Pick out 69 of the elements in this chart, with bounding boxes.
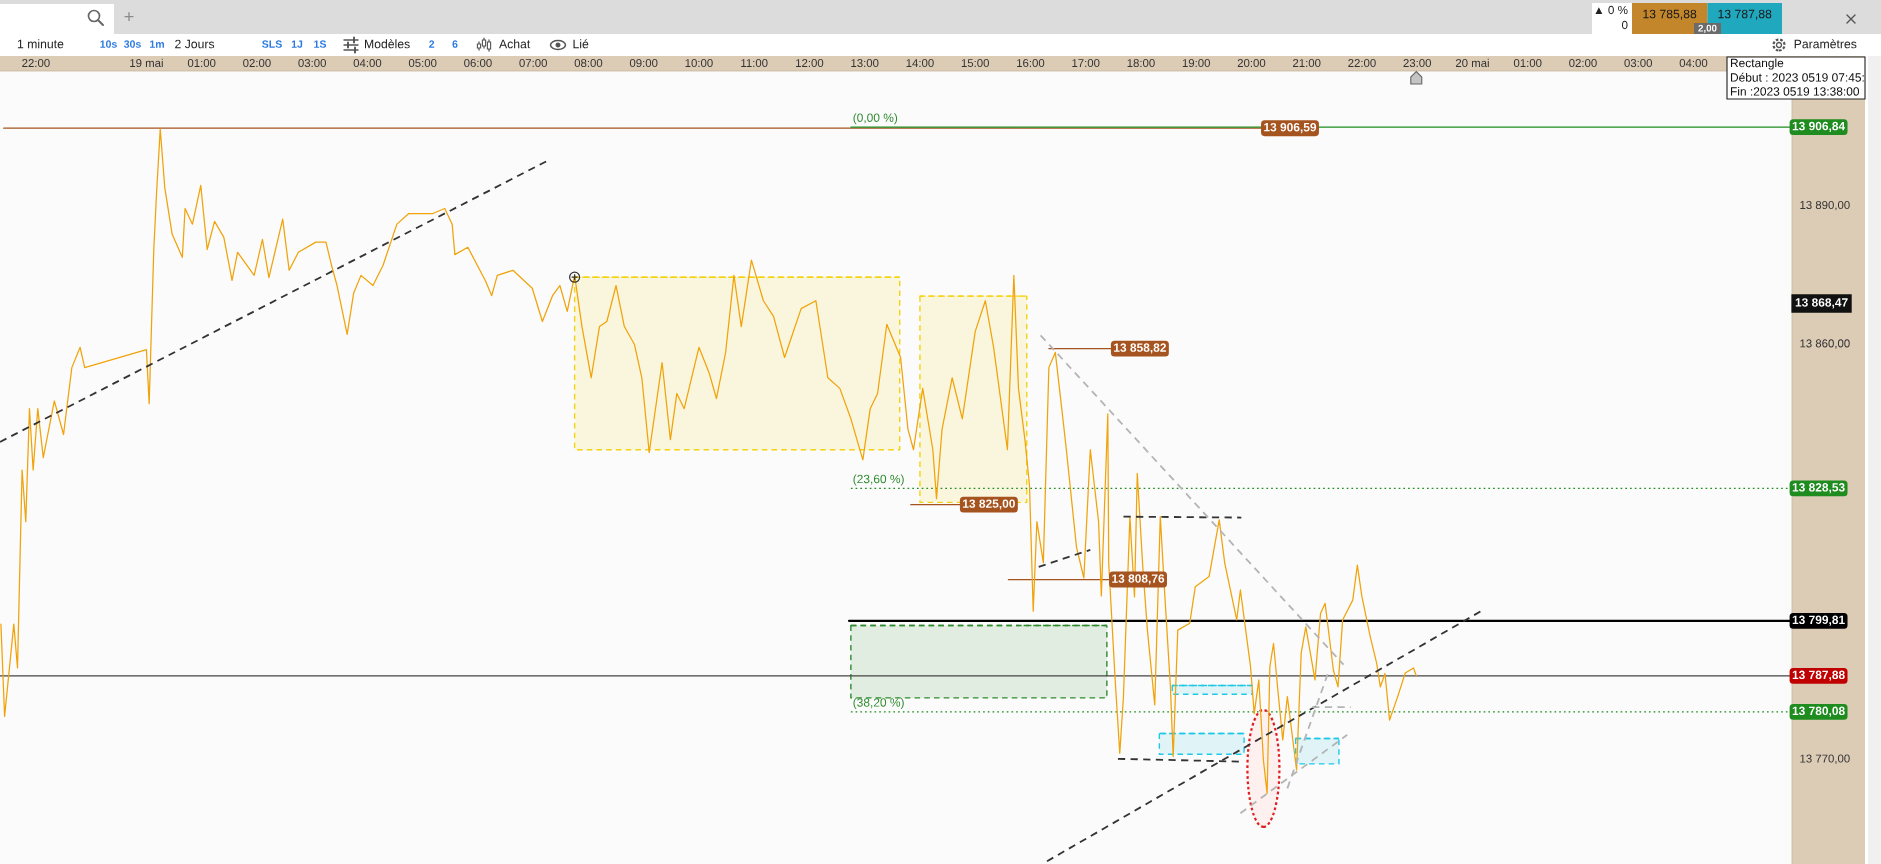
annotation: (0,00 %) — [853, 113, 898, 125]
text: 0 — [1621, 20, 1628, 30]
data-label: 13 787,88 — [1792, 670, 1845, 681]
x-tick-label: 17:00 — [1072, 59, 1100, 68]
x-tick-label: 03:00 — [1624, 59, 1653, 68]
y-tick-label: 13 770,00 — [1800, 754, 1850, 764]
x-tick-label: 01:00 — [1513, 59, 1542, 68]
annotation: Début : 2023 0519 07:45: — [1730, 72, 1864, 82]
data-label: 13 780,08 — [1792, 706, 1845, 717]
x-tick-label: 22:00 — [22, 59, 50, 68]
x-tick-label: 19:00 — [1182, 59, 1211, 68]
x-tick-label: 10:00 — [685, 59, 713, 68]
x-tick-label: 13:00 — [851, 59, 879, 68]
x-tick-label: 18:00 — [1127, 59, 1155, 68]
data-label: 13 858,82 — [1114, 343, 1166, 354]
text: 1m — [150, 40, 164, 48]
text: + — [124, 12, 134, 22]
text: 13 787,88 — [1718, 9, 1772, 20]
x-tick-label: 14:00 — [906, 59, 934, 68]
x-tick-label: 12:00 — [796, 59, 824, 68]
data-label: 13 799,81 — [1792, 615, 1845, 626]
x-tick-label: 11:00 — [741, 59, 768, 68]
data-label: 13 906,84 — [1792, 121, 1846, 133]
text: Lié — [573, 39, 589, 49]
x-tick-label: 16:00 — [1017, 59, 1045, 68]
x-tick-label: 07:00 — [519, 59, 547, 68]
y-tick-label: 13 890,00 — [1800, 200, 1850, 211]
x-tick-label: 09:00 — [629, 59, 658, 68]
text: 1S — [314, 40, 327, 48]
x-tick-label: 02:00 — [1569, 59, 1597, 68]
text: 30s — [123, 40, 141, 48]
text: Modèles — [365, 39, 410, 49]
text: 13 785,88 — [1643, 9, 1697, 20]
x-tick-label: 15:00 — [961, 59, 989, 68]
text: ▲ 0 % — [1595, 5, 1628, 15]
x-tick-label: 04:00 — [353, 59, 382, 68]
x-tick-label: 20:00 — [1237, 59, 1266, 68]
text: 10s — [100, 40, 117, 48]
y-tick-label: 13 860,00 — [1800, 339, 1850, 349]
text: 2,00 — [1698, 24, 1717, 34]
x-tick-label: 04:00 — [1679, 59, 1708, 68]
x-tick-label: 20 mai — [1455, 58, 1489, 68]
text: Achat — [499, 39, 531, 49]
text: 1J — [291, 40, 303, 48]
data-label: 13 808,76 — [1112, 574, 1165, 585]
text: 2 — [429, 40, 435, 48]
data-label: 13 828,53 — [1792, 483, 1845, 494]
x-tick-label: 02:00 — [243, 59, 271, 68]
x-tick-label: 22:00 — [1348, 59, 1376, 68]
annotation: (23,60 %) — [853, 474, 904, 486]
text: 13 868,47 — [1795, 298, 1848, 309]
x-tick-label: 08:00 — [574, 59, 603, 68]
text: 6 — [452, 40, 458, 48]
x-tick-label: 21:00 — [1293, 59, 1321, 68]
annotation: (38,20 %) — [853, 697, 904, 710]
text: Rectangle — [1730, 58, 1784, 70]
data-label: 13 906,59 — [1264, 123, 1317, 134]
x-tick-label: 01:00 — [187, 59, 216, 68]
text: SLS — [262, 40, 282, 48]
x-tick-label: 05:00 — [408, 59, 437, 68]
annotation: Fin :2023 0519 13:38:00 — [1730, 86, 1860, 96]
x-tick-label: 19 mai — [130, 58, 163, 68]
text: Paramètres — [1794, 39, 1857, 49]
text: 2 Jours — [175, 39, 215, 49]
text: 1 minute — [17, 39, 64, 49]
x-tick-label: 06:00 — [464, 59, 492, 68]
x-tick-label: 03:00 — [298, 59, 326, 68]
x-tick-label: 23:00 — [1403, 59, 1432, 68]
data-label: 13 825,00 — [963, 499, 1015, 510]
